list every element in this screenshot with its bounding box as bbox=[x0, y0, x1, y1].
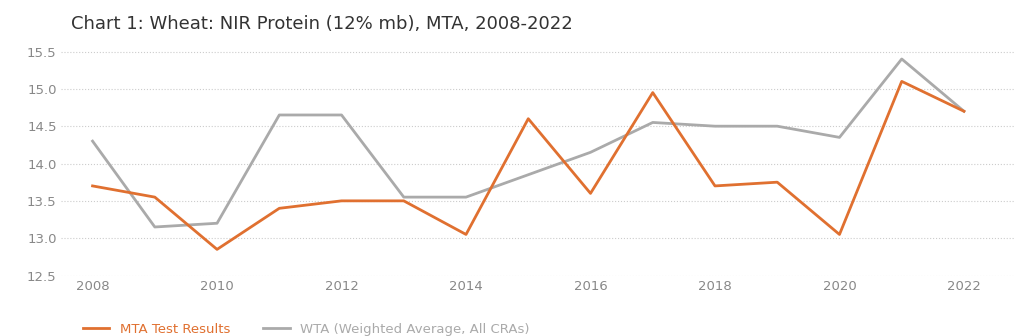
Legend: MTA Test Results, WTA (Weighted Average, All CRAs): MTA Test Results, WTA (Weighted Average,… bbox=[78, 318, 535, 336]
Text: Chart 1: Wheat: NIR Protein (12% mb), MTA, 2008-2022: Chart 1: Wheat: NIR Protein (12% mb), MT… bbox=[71, 15, 572, 33]
